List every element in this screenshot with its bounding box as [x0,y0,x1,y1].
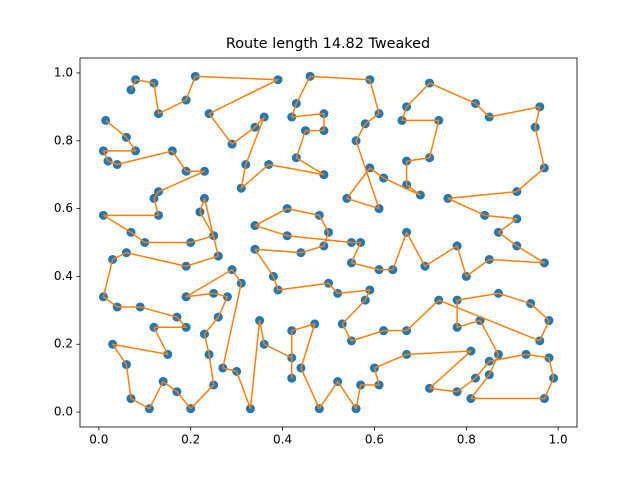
chart-title: Route length 14.82 Tweaked [226,36,430,52]
x-tick-label: 1.0 [549,433,568,447]
x-tick-label: 0.0 [89,433,108,447]
y-tick-label: 0.6 [54,201,73,215]
x-tick-label: 0.4 [273,433,292,447]
x-tick-label: 0.6 [365,433,384,447]
y-tick-label: 0.4 [54,269,73,283]
axes-frame [79,57,578,428]
y-tick-label: 0.0 [54,405,73,419]
x-tick-label: 0.2 [181,433,200,447]
y-tick-label: 0.2 [54,337,73,351]
route-line [102,75,555,410]
y-tick-label: 0.8 [54,133,73,147]
x-tick-label: 0.8 [457,433,476,447]
y-tick-label: 1.0 [54,65,73,79]
